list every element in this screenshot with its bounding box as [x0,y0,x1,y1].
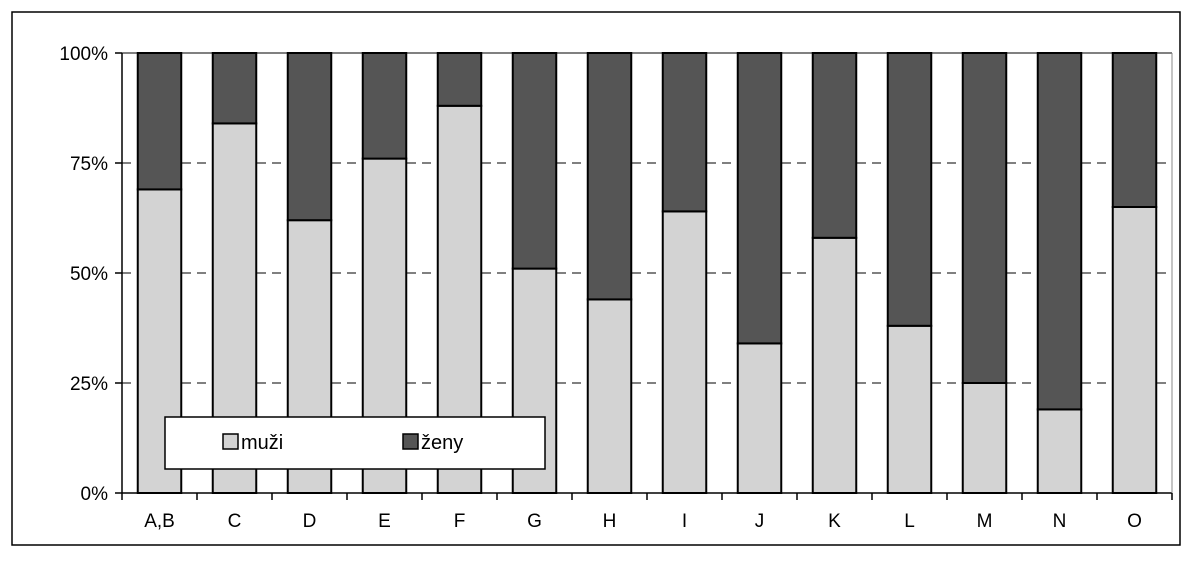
bar-zeny-10 [886,52,933,327]
bar-zeny-11 [961,52,1008,384]
bar-muzi-6 [586,298,633,494]
x-tick-label-9: K [828,511,841,532]
x-tick-label-6: H [603,511,617,532]
bar-muzi-9 [811,236,858,494]
y-tick-label-2: 50% [70,264,108,285]
bar-muzi-12 [1036,408,1083,494]
legend-label-1: ženy [421,432,463,454]
x-tick-label-10: L [904,511,915,532]
bar-zeny-8 [736,52,783,345]
x-tick-label-0: A,B [144,511,175,532]
bar-zeny-0 [136,52,183,191]
bar-zeny-1 [211,52,258,125]
bar-muzi-8 [736,342,783,494]
y-tick-label-1: 25% [70,374,108,395]
bar-zeny-2 [286,52,333,222]
x-tick-label-11: M [977,511,993,532]
bar-zeny-4 [436,52,483,107]
x-tick-label-5: G [527,511,542,532]
y-tick-label-0: 0% [81,484,109,505]
bar-zeny-12 [1036,52,1083,411]
bar-zeny-7 [661,52,708,213]
bar-muzi-13 [1111,206,1158,494]
bar-zeny-13 [1111,52,1158,208]
x-tick-label-12: N [1053,511,1067,532]
x-tick-label-1: C [228,511,242,532]
bar-muzi-11 [961,382,1008,494]
x-tick-label-3: E [378,511,391,532]
bar-zeny-9 [811,52,858,239]
y-tick-label-3: 75% [70,154,108,175]
x-tick-label-8: J [755,511,765,532]
x-tick-label-7: I [682,511,687,532]
legend-label-0: muži [241,432,283,454]
legend-swatch-0 [222,433,239,450]
x-tick-label-4: F [454,511,466,532]
bar-zeny-5 [511,52,558,270]
bar-muzi-7 [661,210,708,494]
x-tick-label-2: D [303,511,317,532]
bar-zeny-3 [361,52,408,160]
legend-box [164,416,546,470]
x-tick-label-13: O [1127,511,1142,532]
bar-muzi-10 [886,324,933,494]
y-tick-label-4: 100% [59,44,108,65]
bar-zeny-6 [586,52,633,301]
legend-swatch-1 [402,433,419,450]
